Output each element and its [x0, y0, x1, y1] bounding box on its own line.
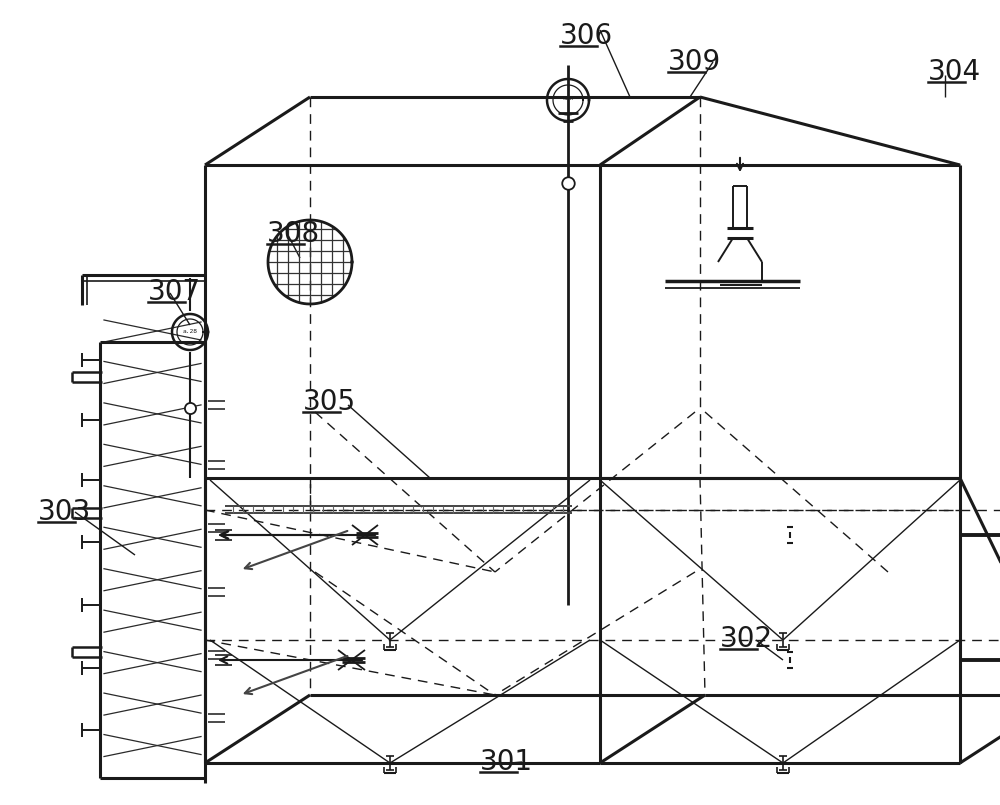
Text: xxx: xxx [562, 96, 574, 101]
Text: 304: 304 [928, 58, 981, 86]
Text: 303: 303 [38, 498, 91, 526]
Text: 306: 306 [560, 22, 613, 50]
Text: 309: 309 [668, 48, 721, 76]
Text: 308: 308 [267, 220, 320, 248]
Text: 307: 307 [148, 278, 201, 306]
Text: a.28: a.28 [182, 329, 198, 335]
Text: 301: 301 [480, 748, 533, 776]
Text: 302: 302 [720, 625, 773, 653]
Text: 305: 305 [303, 388, 356, 416]
